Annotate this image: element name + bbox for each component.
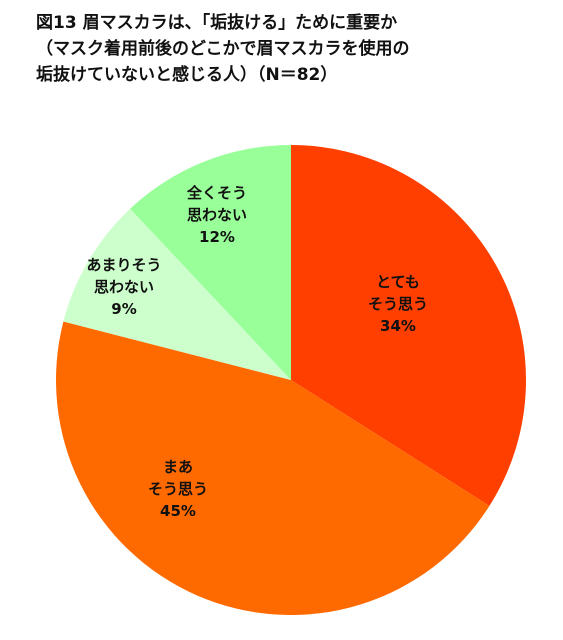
slice-value-label: 9% (111, 300, 136, 318)
slice-category-label: 思わない (187, 206, 247, 224)
slice-category-label: あまりそう (86, 256, 161, 274)
pie-slice-4 (130, 145, 291, 380)
slice-label-1: とてもそう思う 34% (368, 273, 428, 335)
slice-category-label: 思わない (94, 278, 154, 296)
slice-value-label: 45% (160, 502, 196, 520)
pie-slice-1 (291, 145, 527, 506)
slice-category-label: そう思う (368, 295, 428, 313)
pie-labels: とてもそう思う 34%まあそう思う 45%あまりそう思わない 9%全くそう思わない 12… (86, 184, 428, 520)
chart-title-line-2: （マスク着用前後のどこかで眉マスカラを使用の (36, 39, 410, 59)
slice-category-label: そう思う (148, 480, 208, 498)
pie-slice-3 (63, 208, 291, 380)
slice-label-2: まあそう思う 45% (148, 458, 208, 520)
chart-title: 図13 眉マスカラは、「垢抜ける」ために重要か （マスク着用前後のどこかで眉マス… (36, 10, 556, 88)
slice-label-4: 全くそう思わない 12% (186, 184, 247, 246)
chart-title-line-1: 図13 眉マスカラは、「垢抜ける」ために重要か (36, 13, 398, 33)
pie-slices (55, 145, 527, 616)
slice-label-3: あまりそう思わない 9% (86, 256, 161, 318)
slice-value-label: 12% (199, 228, 235, 246)
slice-category-label: とても (376, 273, 420, 291)
slice-category-label: 全くそう (186, 184, 247, 202)
pie-slice-2 (55, 321, 490, 616)
slice-category-label: まあ (163, 458, 193, 476)
chart-title-line-3: 垢抜けていないと感じる人）（N＝82） (36, 65, 338, 85)
slice-value-label: 34% (380, 317, 416, 335)
